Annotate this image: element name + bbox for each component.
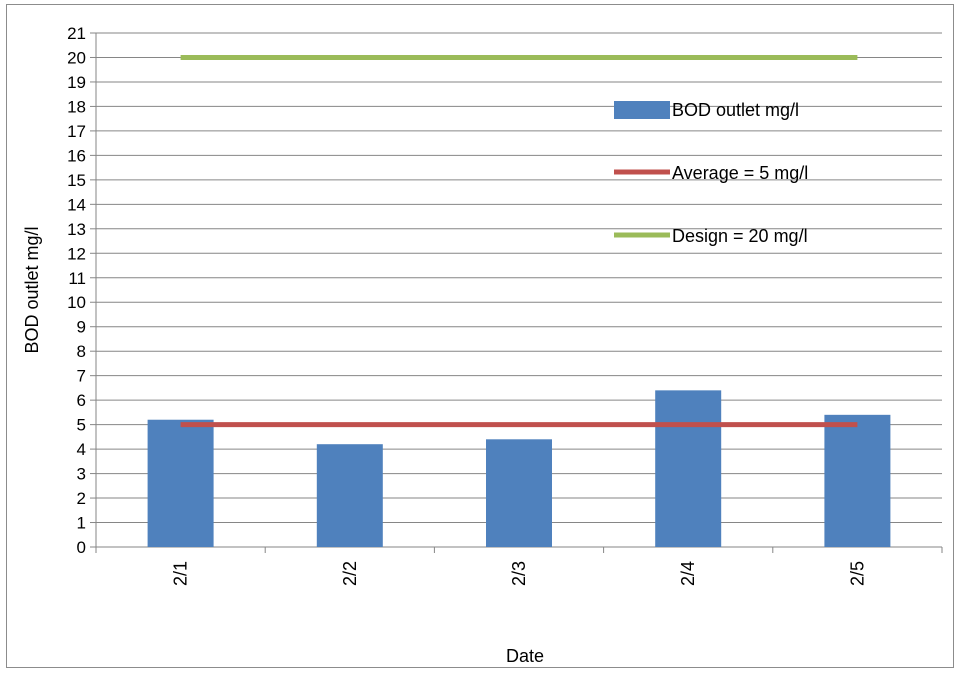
y-tick-label: 18 xyxy=(67,97,86,116)
bar-2-3 xyxy=(486,439,552,547)
bar-2-5 xyxy=(824,414,891,547)
y-tick-label: 10 xyxy=(67,293,86,312)
y-tick-label: 2 xyxy=(77,489,86,508)
bar-2-1 xyxy=(147,419,214,547)
y-axis-label: BOD outlet mg/l xyxy=(22,226,42,353)
y-tick-label: 6 xyxy=(77,391,86,410)
chart-frame xyxy=(6,4,954,668)
y-tick-label: 12 xyxy=(67,244,86,263)
reference-lines xyxy=(180,54,858,428)
x-tick-label: 2/1 xyxy=(171,561,191,586)
legend-label: BOD outlet mg/l xyxy=(672,100,799,120)
y-tick-label: 9 xyxy=(77,318,86,337)
y-tick-label: 13 xyxy=(67,220,86,239)
y-tick-label: 16 xyxy=(67,146,86,165)
y-tick-label: 0 xyxy=(77,538,86,557)
bar-2-2 xyxy=(316,444,383,547)
bars xyxy=(147,390,891,547)
y-tick-label: 15 xyxy=(67,171,86,190)
y-tick-label: 14 xyxy=(67,195,86,214)
bar-2-4 xyxy=(655,390,722,547)
x-tick-label: 2/4 xyxy=(678,561,698,586)
y-tick-label: 17 xyxy=(67,122,86,141)
x-tick-label: 2/5 xyxy=(847,561,867,586)
y-tick-label: 5 xyxy=(77,416,86,435)
y-tick-label: 11 xyxy=(68,269,86,288)
y-tick-label: 19 xyxy=(67,73,86,92)
y-tick-label: 4 xyxy=(77,440,86,459)
x-axis-label: Date xyxy=(506,646,544,666)
x-tick-labels: 2/1 2/2 2/3 2/4 2/5 xyxy=(171,561,868,586)
y-tick-label: 21 xyxy=(67,24,86,43)
y-tick-label: 8 xyxy=(77,342,86,361)
x-tick-label: 2/3 xyxy=(509,561,529,586)
y-tick-label: 3 xyxy=(77,465,86,484)
y-tick-label: 20 xyxy=(67,48,86,67)
y-tick-label: 1 xyxy=(77,514,86,533)
x-tick-label: 2/2 xyxy=(340,561,360,586)
legend-label: Design = 20 mg/l xyxy=(672,226,808,246)
legend-swatch-bar xyxy=(614,101,670,119)
gridlines xyxy=(96,32,942,524)
legend: BOD outlet mg/l Average = 5 mg/l Design = … xyxy=(614,100,808,246)
y-tick-label: 7 xyxy=(77,367,86,386)
legend-label: Average = 5 mg/l xyxy=(672,163,808,183)
